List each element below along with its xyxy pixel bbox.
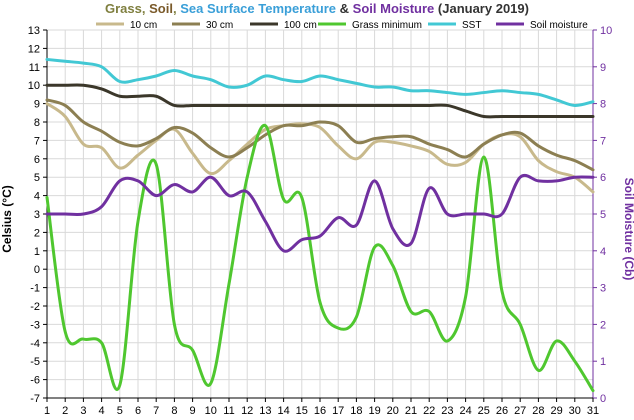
y2-tick-label: 0	[600, 393, 606, 405]
x-tick-label: 16	[314, 405, 326, 417]
legend-label-100-cm: 100 cm	[284, 20, 317, 31]
y-tick-label: -7	[30, 393, 40, 405]
legend-label-10-cm: 10 cm	[130, 20, 157, 31]
y2-tick-label: 10	[600, 25, 612, 37]
x-tick-label: 14	[277, 405, 289, 417]
x-tick-label: 28	[532, 405, 544, 417]
x-tick-label: 5	[117, 405, 123, 417]
title-part: ,	[142, 1, 149, 16]
series-line-soil-moisture	[45, 173, 595, 253]
x-tick-label: 19	[368, 405, 380, 417]
x-tick-label: 15	[296, 405, 308, 417]
x-axis-ticks: 1 2 3 4 5 6 7 8 9 10 11 12 13 14 15 16 17 18 19 20 21 22 23 24 2…	[44, 398, 599, 417]
x-tick-label: 13	[259, 405, 271, 417]
y2-tick-label: 3	[600, 283, 606, 295]
y-tick-label: -4	[30, 338, 40, 350]
x-tick-label: 31	[587, 405, 599, 417]
x-tick-label: 11	[223, 405, 234, 417]
y2-axis-ticks: 0 1 2 3 4 5 6 7 8 9 10	[593, 25, 612, 405]
y-tick-label: 4	[34, 191, 40, 203]
y2-tick-label: 5	[600, 209, 606, 221]
x-tick-label: 7	[153, 405, 159, 417]
x-tick-label: 18	[350, 405, 362, 417]
title-part: (January 2019)	[434, 1, 529, 16]
x-tick-label: 30	[569, 405, 581, 417]
title-part: ,	[173, 1, 180, 16]
y-tick-label: 13	[28, 25, 40, 37]
y-tick-label: 8	[34, 117, 40, 129]
y-tick-label: 0	[34, 264, 40, 276]
series-line-sst	[45, 57, 595, 107]
series-line-grass-minimum	[45, 124, 595, 393]
title-part: Soil Moisture	[353, 1, 435, 16]
title-part: Sea Surface Temperature	[180, 1, 336, 16]
chart-title: Grass, Soil, Sea Surface Temperature & S…	[105, 1, 529, 16]
y-tick-label: 3	[34, 209, 40, 221]
x-tick-label: 27	[514, 405, 526, 417]
y-axis-title: Celsius (°C)	[0, 185, 14, 252]
x-tick-label: 25	[478, 405, 490, 417]
x-tick-label: 24	[459, 405, 471, 417]
x-tick-label: 20	[387, 405, 399, 417]
y2-tick-label: 6	[600, 172, 606, 184]
x-tick-label: 2	[62, 405, 68, 417]
x-tick-label: 26	[496, 405, 508, 417]
x-tick-label: 22	[423, 405, 435, 417]
legend-label-sst: SST	[462, 20, 481, 31]
x-tick-label: 17	[332, 405, 344, 417]
y2-tick-label: 9	[600, 62, 606, 74]
title-part: Grass	[105, 1, 142, 16]
title-part: &	[336, 1, 353, 16]
y-tick-label: -2	[30, 301, 40, 313]
x-tick-label: 3	[80, 405, 86, 417]
series-line-100-cm	[45, 83, 595, 119]
y2-tick-label: 4	[600, 246, 606, 258]
y-tick-label: -5	[30, 356, 40, 368]
x-tick-label: 6	[135, 405, 141, 417]
series-lines	[45, 57, 595, 393]
y2-tick-label: 7	[600, 135, 606, 147]
legend-label-30-cm: 30 cm	[206, 20, 233, 31]
legend: 10 cm 30 cm 100 cm Grass minimum SST Soil moi…	[96, 20, 588, 31]
y2-tick-label: 8	[600, 99, 606, 111]
y-tick-label: -6	[30, 375, 40, 387]
x-tick-label: 1	[44, 405, 50, 417]
y-tick-label: 1	[34, 246, 40, 258]
legend-label-grass-minimum: Grass minimum	[352, 20, 422, 31]
x-tick-label: 4	[99, 405, 105, 417]
y-tick-label: 7	[34, 135, 40, 147]
y-tick-label: 11	[29, 62, 40, 74]
x-tick-label: 12	[241, 405, 253, 417]
y-tick-label: -3	[30, 319, 40, 331]
y-tick-label: 6	[34, 154, 40, 166]
y2-axis-title: Soil Moisture (Cb)	[622, 178, 634, 281]
y-tick-label: 5	[34, 172, 40, 184]
x-tick-label: 21	[405, 405, 417, 417]
legend-label-soil-moisture: Soil moisture	[530, 20, 588, 31]
y-tick-label: 2	[34, 227, 40, 239]
title-part: Soil	[149, 1, 173, 16]
x-tick-label: 23	[441, 405, 453, 417]
y-tick-label: 10	[28, 80, 40, 92]
y-tick-label: 12	[28, 43, 40, 55]
y2-tick-label: 2	[600, 319, 606, 331]
y-tick-label: 9	[34, 99, 40, 111]
x-tick-label: 10	[205, 405, 217, 417]
x-tick-label: 9	[190, 405, 196, 417]
x-tick-label: 8	[171, 405, 177, 417]
gridlines	[46, 29, 594, 399]
y-tick-label: -1	[30, 283, 40, 295]
series-line-30-cm	[45, 98, 595, 172]
y2-tick-label: 1	[600, 356, 606, 368]
x-tick-label: 29	[550, 405, 562, 417]
